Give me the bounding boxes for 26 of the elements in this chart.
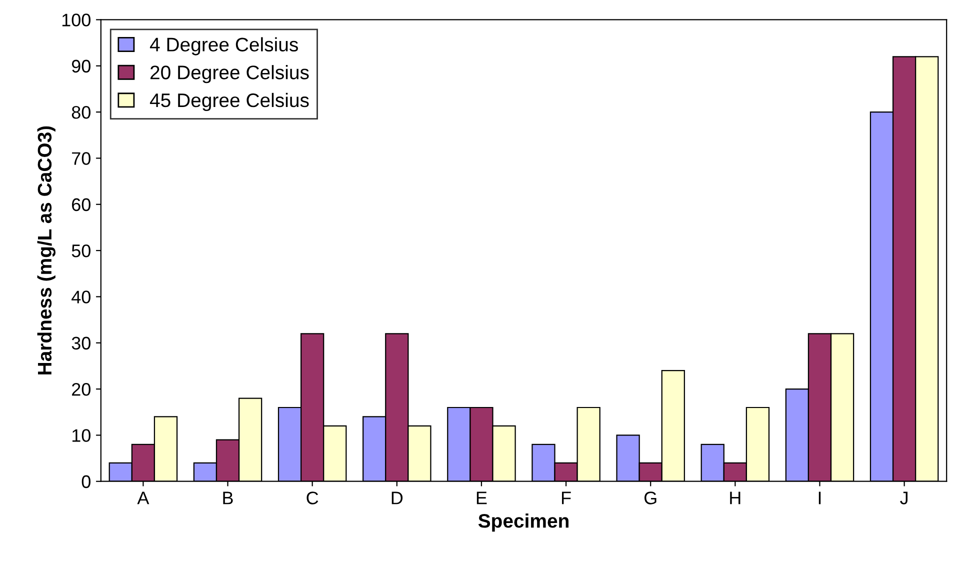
x-tick-label: G <box>644 492 656 504</box>
y-tick-label: 70 <box>72 152 90 165</box>
legend-label: 4 Degree Celsius <box>150 37 298 56</box>
y-tick-label: 80 <box>72 106 90 119</box>
y-axis-title: Hardness (mg/L as CaCO3) <box>37 126 56 374</box>
x-tick-label: E <box>476 492 487 504</box>
x-tick-label: F <box>562 492 571 504</box>
y-tick-label: 10 <box>72 429 90 442</box>
x-tick-label: D <box>392 492 403 504</box>
y-tick-label: 90 <box>72 60 90 73</box>
x-tick-label: C <box>306 492 318 504</box>
y-tick-label: 100 <box>62 14 90 26</box>
x-tick-label: A <box>137 492 150 504</box>
y-tick-label: 20 <box>72 382 90 396</box>
x-tick-label: B <box>223 492 233 504</box>
y-tick-label: 30 <box>72 336 90 350</box>
legend-label: 45 Degree Celsius <box>150 92 309 112</box>
x-tick-label: H <box>730 492 740 504</box>
y-tick-label: 40 <box>72 290 90 304</box>
y-tick-label: 60 <box>72 198 90 212</box>
y-tick-label: 50 <box>72 244 90 258</box>
x-tick-label: I <box>818 492 821 504</box>
x-tick-label: J <box>900 492 908 504</box>
y-tick-label: 0 <box>82 475 90 488</box>
x-axis-title: Specimen <box>478 513 568 532</box>
legend-label: 20 Degree Celsius <box>150 65 309 84</box>
